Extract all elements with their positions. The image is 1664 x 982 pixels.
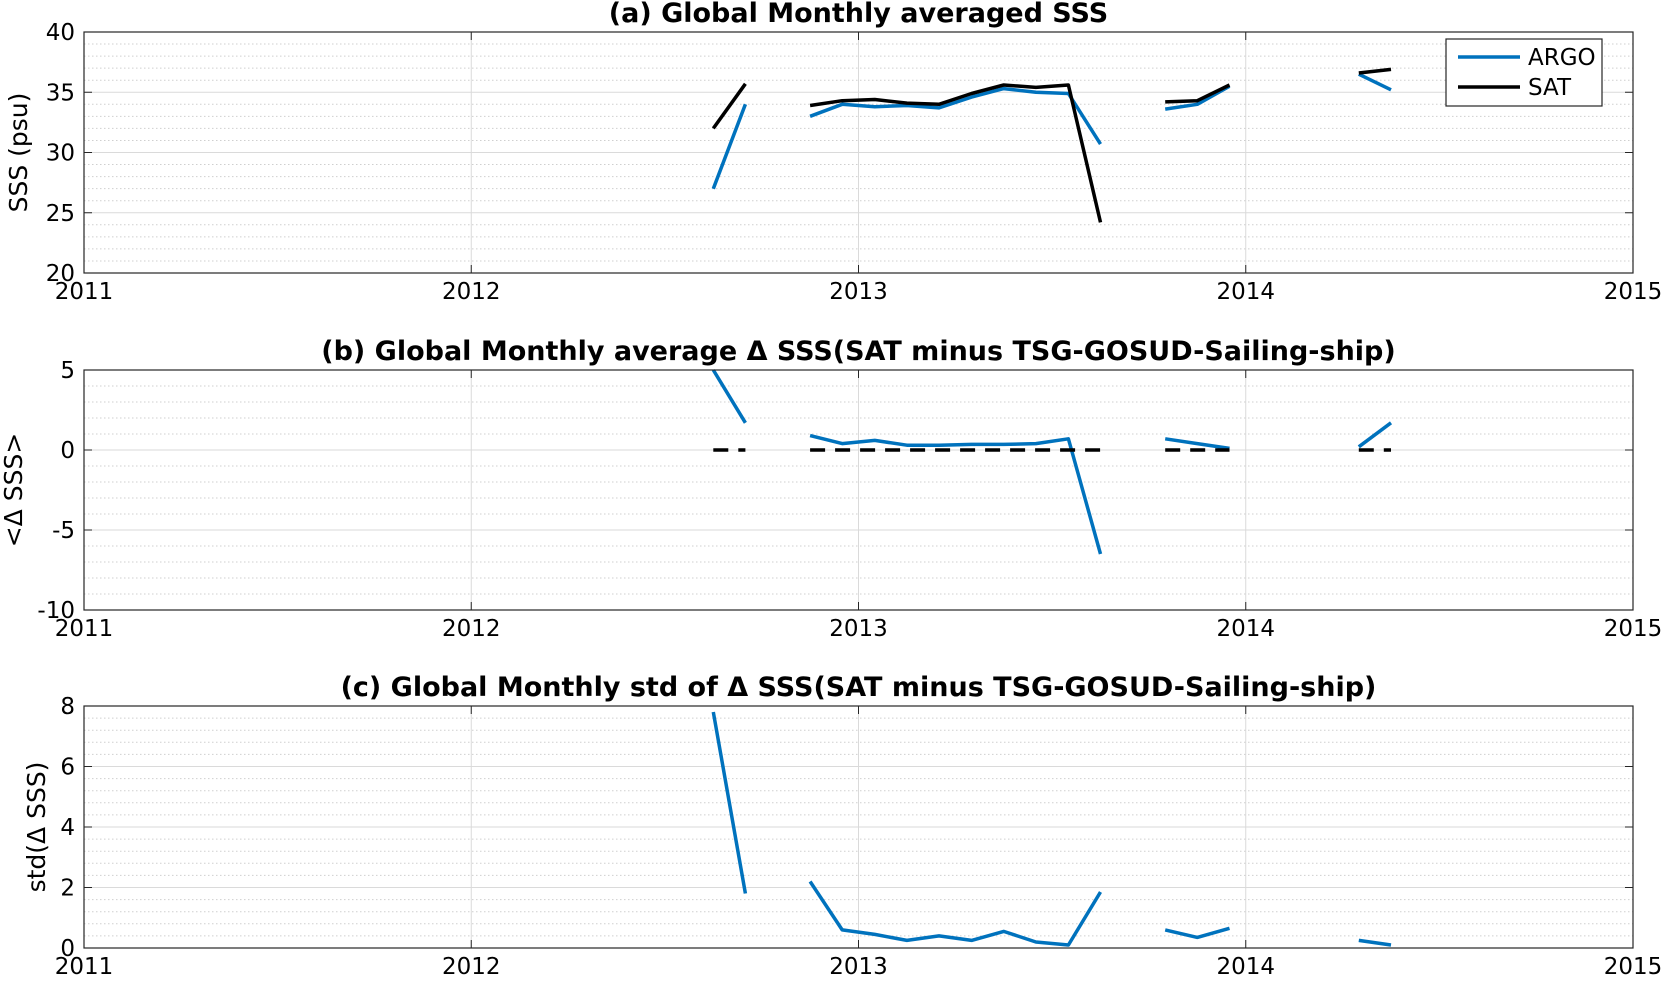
x-tick-label: 2013: [829, 279, 888, 305]
x-tick-label: 2011: [55, 616, 114, 642]
x-tick-label: 2015: [1604, 616, 1663, 642]
y-tick-label: 0: [60, 936, 75, 962]
y-tick-label: 20: [46, 261, 75, 287]
y-tick-label: 40: [46, 20, 75, 46]
series-line-delta-sss: [711, 711, 1392, 947]
panel-title: (b) Global Monthly average Δ SSS(SAT min…: [321, 336, 1395, 367]
panel-title: (c) Global Monthly std of Δ SSS(SAT minu…: [341, 672, 1377, 703]
panel-a: 2011 2012 2013 2014 2015 20 25 30 35 40 (a) Global…: [4, 0, 1662, 305]
y-tick-label: 0: [60, 438, 75, 464]
y-tick-label: 5: [60, 358, 75, 384]
panel-title: (a) Global Monthly averaged SSS: [609, 0, 1108, 29]
y-tick-label: 6: [60, 755, 75, 781]
y-tick-label: 4: [60, 815, 75, 841]
x-tick-label: 2013: [829, 954, 888, 980]
y-tick-label: -10: [37, 598, 75, 624]
x-tick-label: 2015: [1604, 954, 1663, 980]
x-tick-label: 2012: [442, 616, 501, 642]
legend-label-sat: SAT: [1528, 75, 1572, 101]
y-axis-label: std(Δ SSS): [22, 762, 51, 893]
x-tick-label: 2012: [442, 279, 501, 305]
x-tick-label: 2014: [1216, 279, 1275, 305]
series-line-argo: [711, 72, 1392, 190]
y-tick-label: 2: [60, 876, 75, 902]
panel-c: 2011 2012 2013 2014 2015 0 2 4 6 8 (c) Global Mont…: [22, 672, 1662, 980]
series-line-delta-sss: [711, 369, 1393, 555]
y-tick-label: 8: [60, 694, 75, 720]
x-tick-label: 2011: [55, 279, 114, 305]
y-tick-label: 35: [46, 80, 75, 106]
legend-box: [1445, 38, 1603, 107]
y-tick-label: 30: [46, 141, 75, 167]
x-tick-label: 2014: [1216, 616, 1275, 642]
y-axis-label: <Δ SSS>: [0, 433, 28, 548]
legend: ARGO SAT: [1445, 38, 1603, 107]
x-tick-label: 2014: [1216, 954, 1275, 980]
legend-label-argo: ARGO: [1528, 45, 1596, 71]
panel-b: 2011 2012 2013 2014 2015 -10 -5 0 5 (b) Global Mo…: [0, 336, 1662, 642]
x-tick-label: 2011: [55, 954, 114, 980]
y-tick-label: -5: [52, 518, 75, 544]
x-tick-label: 2013: [829, 616, 888, 642]
series-line-sat: [711, 67, 1392, 223]
x-tick-label: 2012: [442, 954, 501, 980]
x-tick-label: 2015: [1604, 279, 1663, 305]
y-tick-label: 25: [46, 201, 75, 227]
y-axis-label: SSS (psu): [4, 93, 33, 213]
